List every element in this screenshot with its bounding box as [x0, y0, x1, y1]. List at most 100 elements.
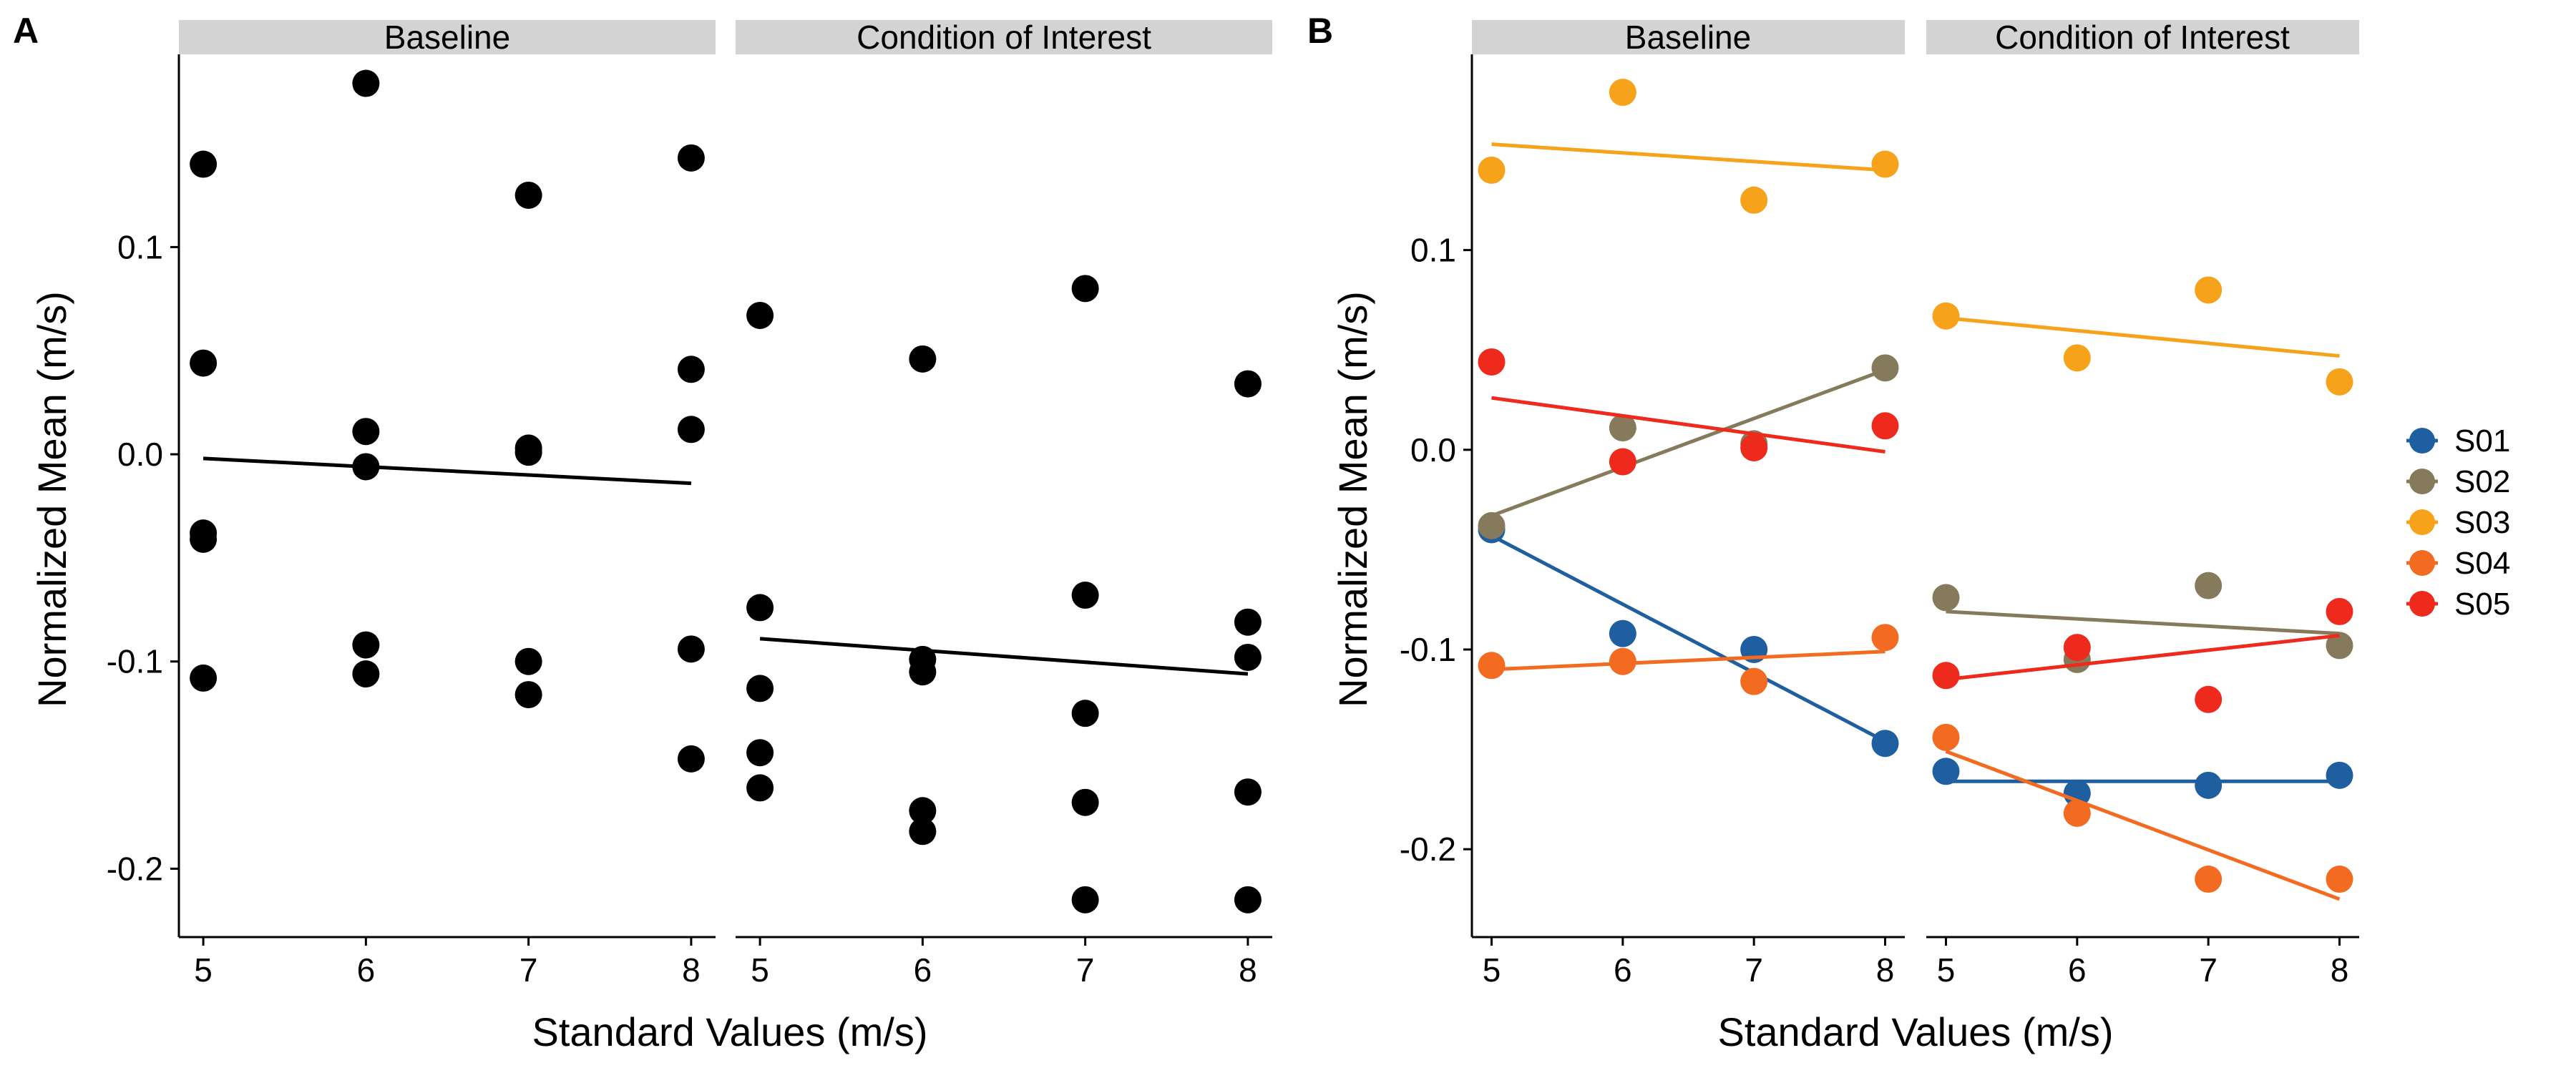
panel-b-y-tick-label: 0.1	[1410, 232, 1456, 269]
panel-b-x-tick-label: 7	[2199, 951, 2218, 989]
strip-a-condition-label: Condition of Interest	[857, 19, 1151, 56]
strip-b-condition	[1926, 20, 2359, 54]
panel-a-x-axis-title: Standard Values (m/s)	[532, 1009, 928, 1054]
panel-b-x-tick-label: 6	[2068, 951, 2087, 989]
panel-a-x-tick-label: 6	[357, 951, 376, 989]
panel-b-point-s04	[1932, 723, 1960, 751]
legend-item-s03: S03	[2406, 505, 2510, 540]
panel-b-fit-line-s04-condition-of-interest	[1945, 750, 2341, 901]
panel-b-marks	[1478, 79, 2353, 901]
panel-b-y-tick-label: -0.2	[1400, 831, 1456, 868]
panel-a-point-baseline	[514, 438, 542, 466]
panel-b-x-tick-label: 6	[1614, 951, 1632, 989]
panel-a-x-tick-label: 5	[751, 951, 769, 989]
legend-key-point-s01	[2409, 428, 2435, 454]
panel-b-point-s05	[2326, 597, 2353, 625]
panel-a-x-tick-label: 5	[194, 951, 213, 989]
panel-b-x-tick-label: 8	[1876, 951, 1895, 989]
panel-b-y-axis-title: Normalized Mean (m/s)	[1330, 291, 1375, 707]
panel-b-axes: -0.2 -0.1 0.0 0.1 5 6 7 8 5 6 7 8	[1400, 54, 2359, 989]
panel-b: B Baseline Condition of Interest -0.2-0.…	[1307, 11, 2510, 1054]
panel-b-point-s04	[1740, 667, 1768, 695]
panel-b-point-s02	[1478, 511, 1506, 539]
panel-a-point-condition-of-interest	[909, 345, 937, 373]
legend-label-s03: S03	[2454, 505, 2510, 540]
panel-b-point-s04	[2063, 799, 2091, 827]
panel-b-point-s01	[1609, 619, 1636, 647]
panel-a-fit-line-condition-of-interest	[759, 637, 1249, 676]
panel-b-point-s04	[2326, 866, 2353, 893]
strip-b-baseline-label: Baseline	[1625, 19, 1751, 56]
panel-b-fit-line-s02-condition-of-interest	[1946, 609, 2340, 636]
panel-a-x-tick-label: 6	[914, 951, 932, 989]
panel-b-fit-line-s04-baseline	[1491, 650, 1885, 672]
panel-a-point-baseline	[677, 745, 705, 773]
strip-a-baseline-label: Baseline	[384, 19, 510, 56]
panel-a-point-condition-of-interest	[1234, 370, 1262, 398]
panel-b-point-s03	[1478, 156, 1506, 184]
strip-b-baseline	[1472, 20, 1905, 54]
panel-a-point-condition-of-interest	[1071, 582, 1099, 609]
panel-a-point-condition-of-interest	[1071, 275, 1099, 303]
panel-a-point-condition-of-interest	[746, 301, 774, 329]
panel-b-point-s04	[2195, 866, 2223, 893]
panel-a-x-tick-label: 8	[1239, 951, 1257, 989]
panel-b-point-s05	[1609, 448, 1636, 476]
panel-b-point-s01	[2195, 771, 2223, 799]
panel-b-point-s05	[2063, 634, 2091, 662]
panel-b-point-s05	[1871, 412, 1899, 440]
panel-a-point-baseline	[514, 681, 542, 709]
panel-a-point-baseline	[677, 635, 705, 663]
panel-b-point-s03	[1609, 79, 1636, 107]
panel-a-point-baseline	[190, 349, 218, 377]
panel-b-fit-line-s05-condition-of-interest	[1946, 633, 2340, 682]
panel-b-point-s04	[1871, 624, 1899, 652]
panel-b-point-s05	[1740, 433, 1768, 461]
panel-a-point-condition-of-interest	[746, 774, 774, 802]
panel-b-point-s01	[2326, 761, 2353, 789]
legend-label-s04: S04	[2454, 546, 2510, 581]
panel-a-fit-line-baseline	[203, 456, 692, 486]
panel-b-point-s05	[2195, 685, 2223, 713]
panel-b-y-tick-label: 0.0	[1410, 431, 1456, 469]
panel-a-x-tick-label: 7	[1076, 951, 1095, 989]
panel-b-fit-line-s05-baseline	[1491, 396, 1885, 454]
panel-a-point-condition-of-interest	[1234, 608, 1262, 636]
panel-a-point-baseline	[352, 631, 380, 659]
legend-label-s05: S05	[2454, 587, 2510, 622]
panel-a-point-condition-of-interest	[909, 797, 937, 825]
panel-b-point-s02	[2326, 632, 2353, 660]
legend-item-s05: S05	[2406, 587, 2510, 622]
panel-a-axes: -0.2 -0.1 0.0 0.1 5 6 7 8 5 6 7 8	[107, 54, 1272, 989]
panel-a-point-baseline	[190, 150, 218, 178]
panel-b-point-s01	[2063, 779, 2091, 807]
panel-b-point-s02	[1609, 414, 1636, 442]
panel-b-point-s03	[2063, 344, 2091, 372]
panel-b-point-s05	[1932, 662, 1960, 690]
panel-a-point-baseline	[677, 144, 705, 172]
panel-b-point-s01	[1871, 730, 1899, 758]
legend-key-point-s03	[2409, 509, 2435, 535]
panel-b-fit-line-s03-condition-of-interest	[1946, 316, 2340, 358]
panel-b-fit-line-s03-baseline	[1491, 142, 1885, 172]
panel-a-point-baseline	[190, 525, 218, 553]
panel-a-point-baseline	[352, 69, 380, 97]
legend-label-s02: S02	[2454, 464, 2510, 499]
panel-a-x-tick-label: 7	[519, 951, 538, 989]
panel-a-point-baseline	[677, 356, 705, 383]
panel-b-y-tick-label: -0.1	[1400, 631, 1456, 668]
panel-a-point-condition-of-interest	[1234, 643, 1262, 671]
panel-a-point-condition-of-interest	[1234, 778, 1262, 806]
strip-b-condition-label: Condition of Interest	[1995, 19, 2290, 56]
panel-b-x-axis-title: Standard Values (m/s)	[1718, 1009, 2114, 1054]
panel-tag-a: A	[13, 11, 39, 51]
strip-a-baseline	[179, 20, 716, 54]
panel-b-point-s03	[1932, 302, 1960, 330]
panel-a-point-condition-of-interest	[909, 818, 937, 846]
panel-b-x-tick-label: 5	[1937, 951, 1956, 989]
panel-b-point-s03	[2195, 276, 2223, 304]
panel-a-point-condition-of-interest	[1071, 788, 1099, 816]
panel-b-x-tick-label: 7	[1745, 951, 1763, 989]
legend-item-s01: S01	[2406, 423, 2510, 459]
